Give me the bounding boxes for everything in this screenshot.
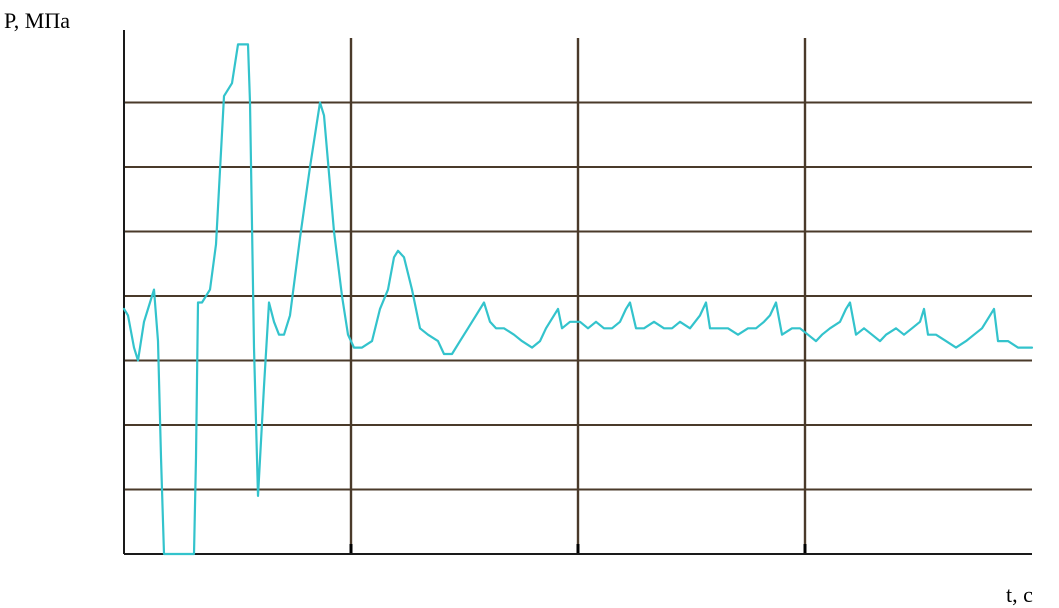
plot-area (122, 43, 1034, 556)
vertical-gridlines (349, 38, 807, 554)
y-axis-label: P, МПа (4, 8, 71, 33)
axes (123, 30, 1032, 555)
x-axis-label: t, с (1006, 582, 1033, 607)
pressure-series-line (122, 43, 1034, 556)
